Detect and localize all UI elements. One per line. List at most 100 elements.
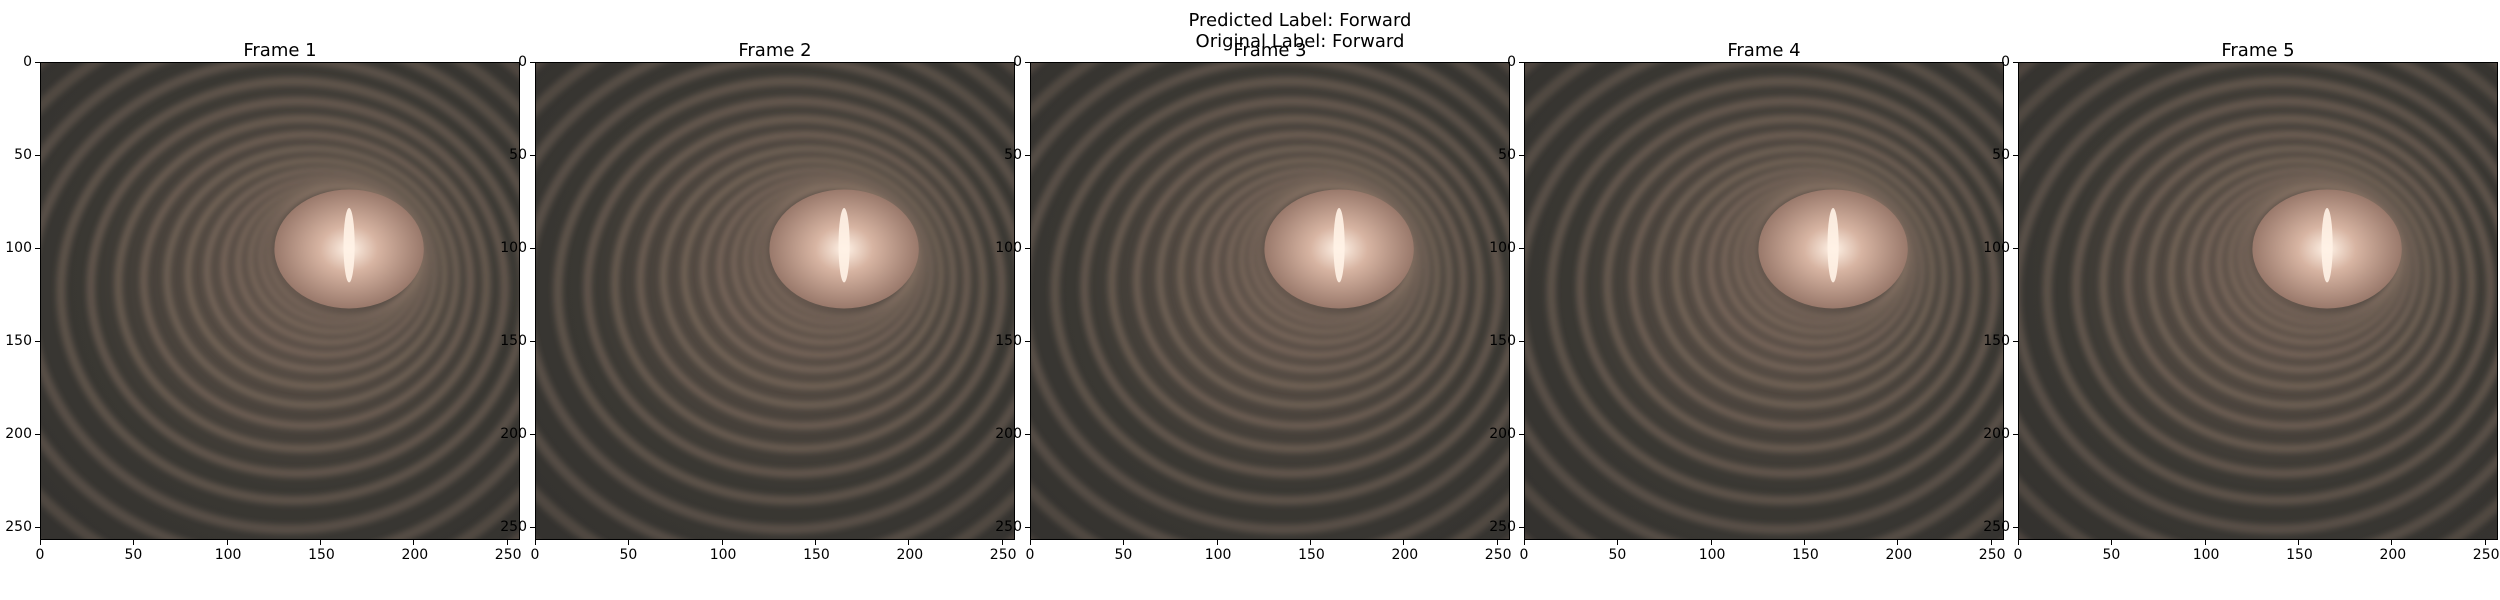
suptitle: Predicted Label: Forward Original Label:… bbox=[1000, 10, 1600, 52]
frame-title: Frame 3 bbox=[1233, 40, 1307, 61]
x-tick-label: 200 bbox=[1391, 547, 1419, 563]
y-tick-label: 150 bbox=[1489, 332, 1516, 349]
tunnel-ring bbox=[1212, 175, 1423, 358]
tunnel-image bbox=[2019, 63, 2497, 539]
x-tick-label: 150 bbox=[1792, 547, 1819, 563]
tunnel-ring bbox=[731, 181, 921, 345]
x-tick-label: 200 bbox=[896, 547, 924, 563]
y-tick-label: 0 bbox=[518, 54, 527, 70]
x-tick-mark bbox=[908, 540, 910, 545]
x-tick-label: 250 bbox=[2472, 547, 2500, 563]
x-tick-mark bbox=[535, 540, 536, 545]
y-tick-mark bbox=[530, 154, 535, 156]
tunnel-ring bbox=[2216, 181, 2406, 345]
y-tick-mark bbox=[35, 433, 40, 435]
x-tick-mark bbox=[2484, 540, 2486, 545]
tunnel-ring bbox=[1722, 181, 1911, 345]
y-tick-label: 0 bbox=[2001, 54, 2010, 70]
tunnel-ring bbox=[2099, 114, 2476, 453]
tunnel-ring bbox=[583, 96, 1007, 478]
tunnel-ring bbox=[1177, 157, 1441, 390]
frame-panel: Frame 4 0 50 100 150 200 250 0 50 100 150 200 250 bbox=[1484, 40, 2005, 600]
tunnel-ring bbox=[1707, 175, 1917, 358]
x-tick-mark bbox=[2018, 540, 2019, 545]
x-tick-label: 150 bbox=[1298, 547, 1325, 563]
tunnel-rings bbox=[1031, 63, 1509, 539]
y-tick-label: 250 bbox=[500, 518, 527, 535]
x-tick-label: 250 bbox=[1484, 547, 1512, 563]
x-tick-label: 200 bbox=[2379, 547, 2407, 563]
y-tick-mark bbox=[2013, 154, 2018, 156]
tunnel-ring bbox=[140, 131, 475, 430]
tunnel-ring bbox=[2124, 131, 2459, 430]
x-tick-label: 250 bbox=[494, 547, 522, 563]
y-tick-mark bbox=[2013, 247, 2018, 249]
tunnel-ring bbox=[1133, 131, 1468, 430]
y-tick-label: 250 bbox=[1489, 518, 1516, 535]
tunnel-ring bbox=[681, 157, 945, 390]
y-tick-label: 100 bbox=[1489, 239, 1516, 256]
y-tick-mark bbox=[530, 433, 535, 435]
y-tick-mark bbox=[2013, 526, 2018, 528]
frame-title: Frame 2 bbox=[738, 40, 812, 61]
y-tick-mark bbox=[2013, 433, 2018, 435]
tunnel-ring bbox=[1691, 167, 1926, 373]
x-tick-label: 0 bbox=[2013, 547, 2023, 563]
tunnel-ring bbox=[1227, 181, 1417, 345]
x-tick-mark bbox=[1804, 540, 1806, 545]
tunnel-ring bbox=[1546, 76, 2003, 505]
x-tick-label: 100 bbox=[2192, 547, 2220, 563]
x-tick-mark bbox=[133, 540, 135, 545]
y-tick-label: 0 bbox=[1013, 54, 1022, 70]
x-tick-mark bbox=[1710, 540, 1712, 545]
y-tick-label: 250 bbox=[5, 518, 32, 535]
x-tick-mark bbox=[2298, 540, 2300, 545]
original-label: Original Label: Forward bbox=[1195, 31, 1405, 52]
tunnel-rings bbox=[2019, 63, 2497, 539]
y-tick-mark bbox=[2013, 62, 2018, 63]
x-tick-label: 0 bbox=[530, 547, 540, 563]
tunnel-ring bbox=[1525, 63, 2003, 535]
y-tick-label: 50 bbox=[14, 146, 32, 163]
x-tick-mark bbox=[2204, 540, 2206, 545]
x-tick-mark bbox=[1310, 540, 1312, 545]
x-tick-label: 200 bbox=[1885, 547, 1913, 563]
x-tick-mark bbox=[1496, 540, 1498, 545]
frame-title: Frame 4 bbox=[1727, 40, 1801, 61]
frame-panel: Frame 2 0 50 100 150 200 250 0 50 100 150 200 250 bbox=[495, 40, 1016, 600]
tunnel-ring bbox=[204, 167, 439, 373]
x-tick-mark bbox=[506, 540, 508, 545]
x-tick-label: 0 bbox=[1025, 547, 1035, 563]
tunnel-image bbox=[1525, 63, 2003, 539]
x-tick-mark bbox=[2111, 540, 2113, 545]
y-tick-label: 250 bbox=[1983, 518, 2010, 535]
tunnel-image bbox=[1031, 63, 1509, 539]
tunnel-ring bbox=[2202, 175, 2412, 358]
tunnel-ring bbox=[235, 181, 425, 345]
image-axes bbox=[2018, 62, 2498, 540]
tunnel-ring bbox=[659, 145, 957, 409]
x-tick-label: 50 bbox=[1114, 547, 1133, 563]
x-tick-mark bbox=[226, 540, 228, 545]
y-tick-mark bbox=[530, 526, 535, 528]
tunnel-ring bbox=[1576, 96, 1999, 478]
x-tick-mark bbox=[1001, 540, 1003, 545]
x-tick-label: 50 bbox=[124, 547, 143, 563]
x-tick-label: 150 bbox=[803, 547, 830, 563]
tunnel-ring bbox=[1628, 131, 1963, 430]
tunnel-ring bbox=[2042, 76, 2497, 505]
tunnel-rings bbox=[536, 63, 1014, 539]
x-tick-mark bbox=[40, 540, 41, 545]
light-reflection bbox=[1333, 208, 1345, 283]
y-tick-mark bbox=[1519, 340, 1524, 342]
tunnel-ring bbox=[86, 96, 510, 478]
x-tick-label: 0 bbox=[35, 547, 45, 563]
x-tick-label: 250 bbox=[1978, 547, 2006, 563]
frame-title: Frame 1 bbox=[243, 40, 317, 61]
x-tick-mark bbox=[1216, 540, 1218, 545]
frame-panel: Frame 1 0 50 100 150 200 250 0 50 100 150 200 250 bbox=[0, 40, 521, 600]
x-tick-mark bbox=[1524, 540, 1525, 545]
y-tick-mark bbox=[530, 340, 535, 342]
y-tick-label: 100 bbox=[1983, 239, 2010, 256]
x-tick-label: 50 bbox=[1608, 547, 1627, 563]
